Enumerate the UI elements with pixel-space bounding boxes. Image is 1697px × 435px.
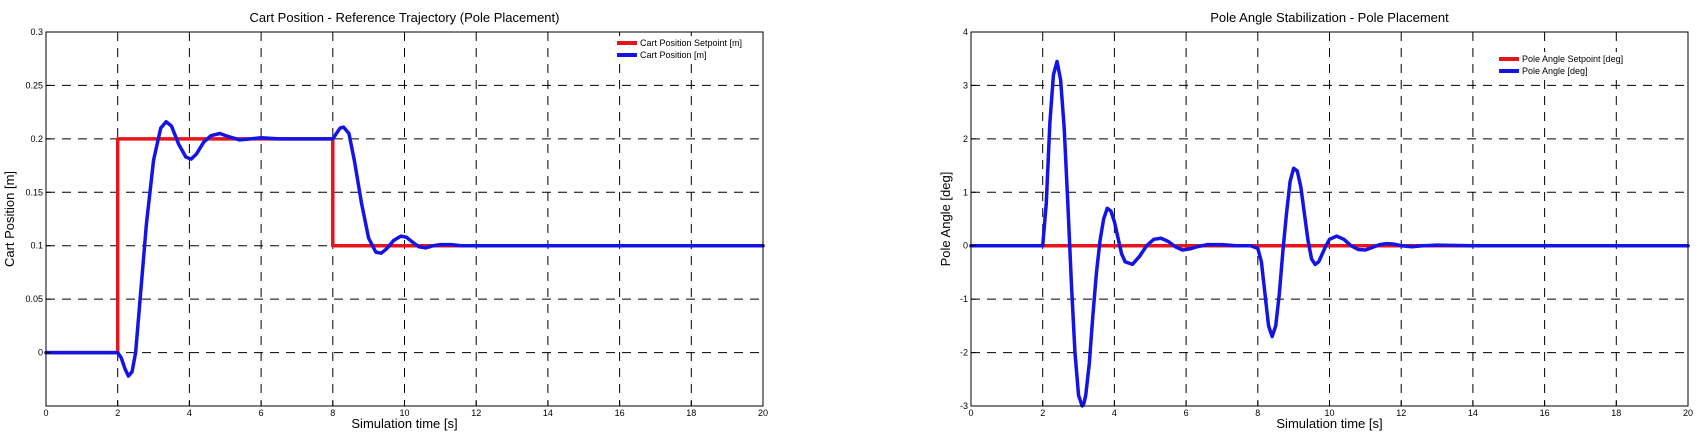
legend-entry: Pole Angle Setpoint [deg]	[1522, 54, 1623, 64]
x-tick-label: 4	[1112, 408, 1117, 418]
legend-entry: Cart Position [m]	[640, 50, 707, 60]
legend-box	[615, 36, 760, 62]
y-tick-label: 0.25	[25, 80, 43, 90]
x-tick-label: 2	[115, 408, 120, 418]
x-tick-label: 20	[1683, 408, 1693, 418]
y-tick-label: -3	[960, 401, 968, 411]
y-axis-label: Cart Position [m]	[2, 171, 17, 267]
y-tick-label: -2	[960, 348, 968, 358]
y-tick-label: 4	[963, 27, 968, 37]
y-tick-label: 1	[963, 187, 968, 197]
chart-title: Pole Angle Stabilization - Pole Placemen…	[1210, 10, 1449, 25]
y-tick-label: 3	[963, 80, 968, 90]
y-tick-label: 2	[963, 134, 968, 144]
legend-entry: Cart Position Setpoint [m]	[640, 38, 742, 48]
y-tick-label: 0.15	[25, 187, 43, 197]
x-tick-label: 18	[1611, 408, 1621, 418]
x-tick-label: 20	[758, 408, 768, 418]
y-tick-label: 0	[38, 348, 43, 358]
x-tick-label: 10	[399, 408, 409, 418]
x-tick-label: 14	[1468, 408, 1478, 418]
x-tick-label: 18	[686, 408, 696, 418]
legend: Cart Position Setpoint [m] Cart Position …	[615, 36, 760, 62]
x-tick-label: 0	[968, 408, 973, 418]
y-tick-label: 0.3	[30, 27, 43, 37]
y-tick-label: 0.1	[30, 241, 43, 251]
x-tick-label: 14	[543, 408, 553, 418]
x-tick-label: 16	[1540, 408, 1550, 418]
x-axis-label: Simulation time [s]	[1276, 416, 1382, 431]
x-tick-label: 0	[43, 408, 48, 418]
series-line-response	[969, 59, 1690, 408]
legend-entry: Pole Angle [deg]	[1522, 66, 1588, 76]
x-tick-label: 2	[1040, 408, 1045, 418]
x-tick-label: 12	[471, 408, 481, 418]
x-tick-label: 12	[1396, 408, 1406, 418]
y-axis-label: Pole Angle [deg]	[938, 172, 953, 267]
x-tick-label: 10	[1324, 408, 1334, 418]
x-tick-label: 8	[1255, 408, 1260, 418]
x-tick-label: 8	[330, 408, 335, 418]
y-tick-label: 0.05	[25, 294, 43, 304]
x-tick-label: 6	[1184, 408, 1189, 418]
x-tick-label: 6	[259, 408, 264, 418]
chart-1: 0 2 4 6 8 10 12 14 16 18 20 0 0.05 0.1 0.15 0.2 0.25 0.3 C…	[2, 10, 768, 431]
legend: Pole Angle Setpoint [deg] Pole Angle [deg…	[1497, 52, 1647, 78]
x-axis-label: Simulation time [s]	[351, 416, 457, 431]
x-tick-label: 16	[615, 408, 625, 418]
y-tick-label: 0	[963, 241, 968, 251]
y-tick-label: 0.2	[30, 134, 43, 144]
chart-title: Cart Position - Reference Trajectory (Po…	[250, 10, 560, 25]
legend-box	[1497, 52, 1647, 78]
y-tick-label: -1	[960, 294, 968, 304]
x-tick-label: 4	[187, 408, 192, 418]
series-line-response	[44, 120, 765, 378]
